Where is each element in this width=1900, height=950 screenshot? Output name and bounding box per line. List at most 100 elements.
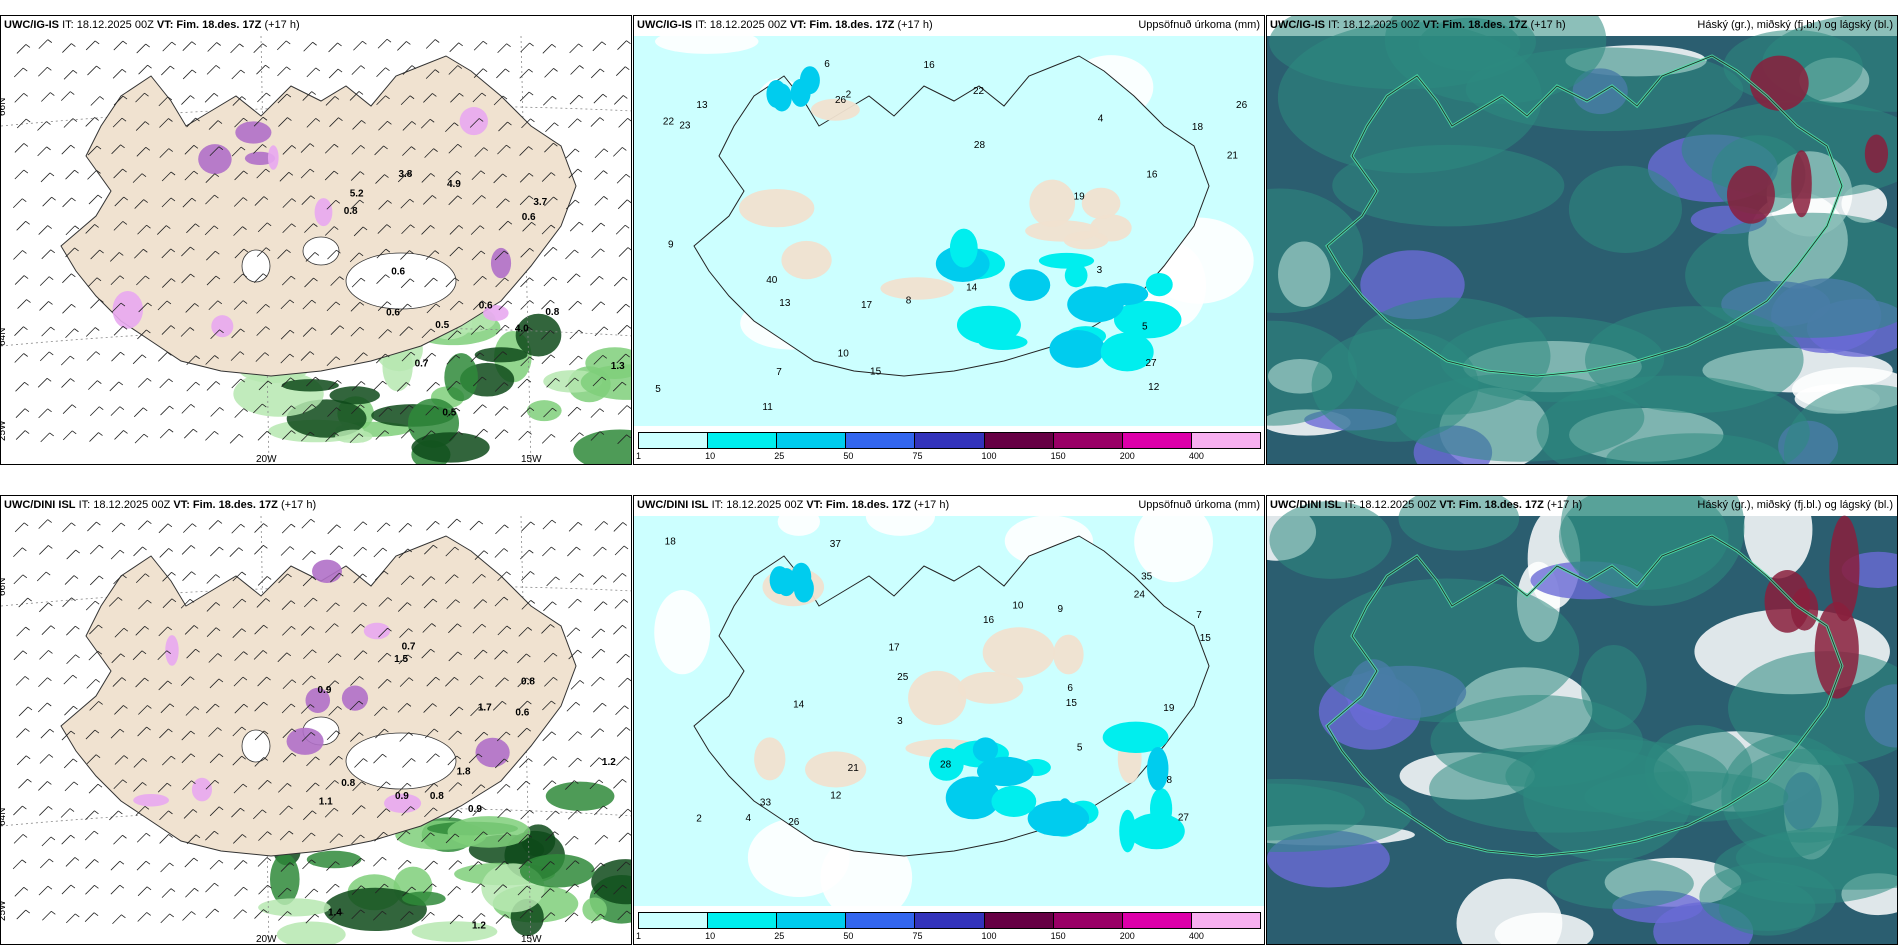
accum-precip-map: 2510111622194026131521232627281718221214… — [634, 16, 1264, 464]
precip-amount-label: 24 — [1134, 589, 1146, 600]
colorbar-tick: 10 — [705, 451, 716, 461]
precip-amount-label: 40 — [766, 275, 778, 286]
high-cloud — [1783, 384, 1897, 464]
colorbar-tick: 25 — [774, 451, 785, 461]
precip-amount-label: 15 — [1066, 698, 1078, 709]
high-cloud — [1395, 373, 1645, 462]
precip-amount-label: 6 — [1067, 683, 1073, 694]
precip-amount-label: 18 — [665, 536, 677, 547]
precip-amount-label: 26 — [1236, 100, 1248, 111]
precip-amount-label: 21 — [848, 763, 860, 774]
lon-label: 20W — [256, 454, 277, 465]
colorbar-swatch — [1052, 432, 1123, 449]
glacier — [302, 236, 340, 266]
cloud-cover-map — [1267, 496, 1897, 944]
precip-amount-label: 27 — [1178, 813, 1190, 824]
panel-title: UWC/IG-IS IT: 18.12.2025 00Z VT: Fim. 18… — [634, 19, 1264, 41]
dry-area — [1081, 187, 1121, 219]
precip-amount-label: 16 — [924, 60, 936, 71]
precip-amount-label: 8 — [906, 295, 912, 306]
high-cloud — [1313, 578, 1580, 723]
valid-time: VT: Fim. 18.des. 17Z — [1439, 499, 1544, 511]
precip-value-label: 1.4 — [328, 907, 342, 918]
precip-value-label: 0.5 — [435, 320, 449, 331]
high-cloud — [1721, 734, 1855, 858]
glacier — [345, 252, 457, 310]
panel-title: UWC/IG-IS IT: 18.12.2025 00Z VT: Fim. 18… — [1267, 19, 1897, 41]
wind-barbs — [12, 518, 631, 925]
precip-amount-label: 37 — [830, 539, 842, 550]
model-name: UWC/DINI ISL — [4, 499, 76, 511]
precip-value-label: 1.2 — [602, 757, 616, 768]
colorbar-tick: 100 — [981, 451, 997, 461]
precip-amount-label: 5 — [1077, 743, 1083, 754]
init-time: IT: 18.12.2025 00Z — [695, 19, 790, 31]
precip-amount-label: 33 — [760, 797, 772, 808]
clear-sky — [1456, 878, 1563, 944]
precip-amount-label: 10 — [838, 349, 850, 360]
iceland-outline — [1326, 55, 1843, 377]
precip-amount-label: 6 — [824, 59, 830, 70]
precip-value-label: 0.6 — [386, 307, 400, 318]
colorbar-swatch — [707, 432, 778, 449]
valid-time: VT: Fim. 18.des. 17Z — [156, 19, 262, 31]
colorbar-swatch — [1121, 912, 1192, 929]
model-name: UWC/IG-IS — [1270, 19, 1325, 31]
wind-barbs — [12, 38, 631, 445]
colorbar-tick: 400 — [1188, 931, 1204, 941]
model-name: UWC/DINI ISL — [1270, 499, 1342, 511]
init-time: IT: 18.12.2025 00Z — [1344, 499, 1440, 511]
valid-time: VT: Fim. 18.des. 17Z — [789, 19, 895, 31]
panel-title-right: Uppsöfnuð úrkoma (mm) — [1138, 19, 1260, 31]
lead-time: (+17 h) — [913, 499, 950, 511]
colorbar-tick: 75 — [912, 931, 923, 941]
precip-value-label: 1.3 — [611, 361, 625, 372]
precip-amount-label: 19 — [1163, 703, 1175, 714]
precip-value-label: 5.2 — [350, 189, 364, 200]
colorbar-swatch — [845, 912, 916, 929]
colorbar-swatch — [776, 432, 847, 449]
precip-amount-label: 27 — [1146, 358, 1158, 369]
precip-amount-label: 3 — [897, 716, 903, 727]
model-name: UWC/DINI ISL — [637, 499, 709, 511]
dense-cloud — [1749, 55, 1809, 111]
precip-amount-label: 15 — [870, 367, 882, 378]
precip-amount-label: 15 — [1200, 633, 1212, 644]
colorbar-swatch — [983, 432, 1054, 449]
panel-bottom-center: 2 5 10 15 27 24 37 28 16 26 19 33 35 21 18 17 14 25 12 15 9 8… — [633, 495, 1265, 945]
precip-amount-label: 22 — [663, 116, 675, 127]
colorbar-swatch — [638, 912, 709, 929]
precip-amount-label: 18 — [1192, 122, 1204, 133]
init-time: IT: 18.12.2025 00Z — [711, 499, 807, 511]
high-cloud — [1398, 496, 1520, 551]
colorbar-tick: 10 — [705, 931, 716, 941]
precip-amount-label: 16 — [1146, 169, 1158, 180]
panel-top-right: UWC/IG-IS IT: 18.12.2025 00Z VT: Fim. 18… — [1266, 15, 1898, 465]
precip-amount-label: 26 — [788, 817, 800, 828]
dense-cloud — [1791, 150, 1812, 218]
precip-value-label: 0.6 — [479, 301, 493, 312]
high-cloud — [1269, 16, 1536, 90]
colorbar-tick: 200 — [1119, 931, 1135, 941]
colorbar-swatch — [845, 432, 916, 449]
init-time: IT: 18.12.2025 00Z — [78, 499, 174, 511]
panel-title: UWC/IG-IS IT: 18.12.2025 00Z VT: Fim. 18… — [1, 19, 631, 41]
lon-label-west: 25W — [1, 900, 8, 921]
iceland-outline — [1326, 535, 1843, 857]
precip-amount-label: 16 — [983, 615, 995, 626]
model-name: UWC/IG-IS — [4, 19, 59, 31]
colorbar-swatch — [1190, 912, 1261, 929]
precip-amount-label: 23 — [679, 121, 691, 132]
panel-title-left: UWC/DINI ISL IT: 18.12.2025 00Z VT: Fim.… — [4, 499, 316, 511]
panel-title-left: UWC/IG-IS IT: 18.12.2025 00Z VT: Fim. 18… — [4, 19, 300, 31]
precip-value-label: 0.8 — [341, 778, 355, 789]
lat-label: 66N — [1, 578, 8, 596]
precip-value-label: 0.7 — [402, 642, 416, 653]
lat-label: 64N — [1, 808, 8, 826]
precip-amount-label: 13 — [696, 100, 708, 111]
precip-value-label: 0.5 — [442, 408, 456, 419]
lon-label: 15W — [521, 934, 542, 945]
dry-area — [754, 737, 786, 781]
init-time: IT: 18.12.2025 00Z — [1328, 19, 1423, 31]
dry-area — [739, 188, 815, 228]
